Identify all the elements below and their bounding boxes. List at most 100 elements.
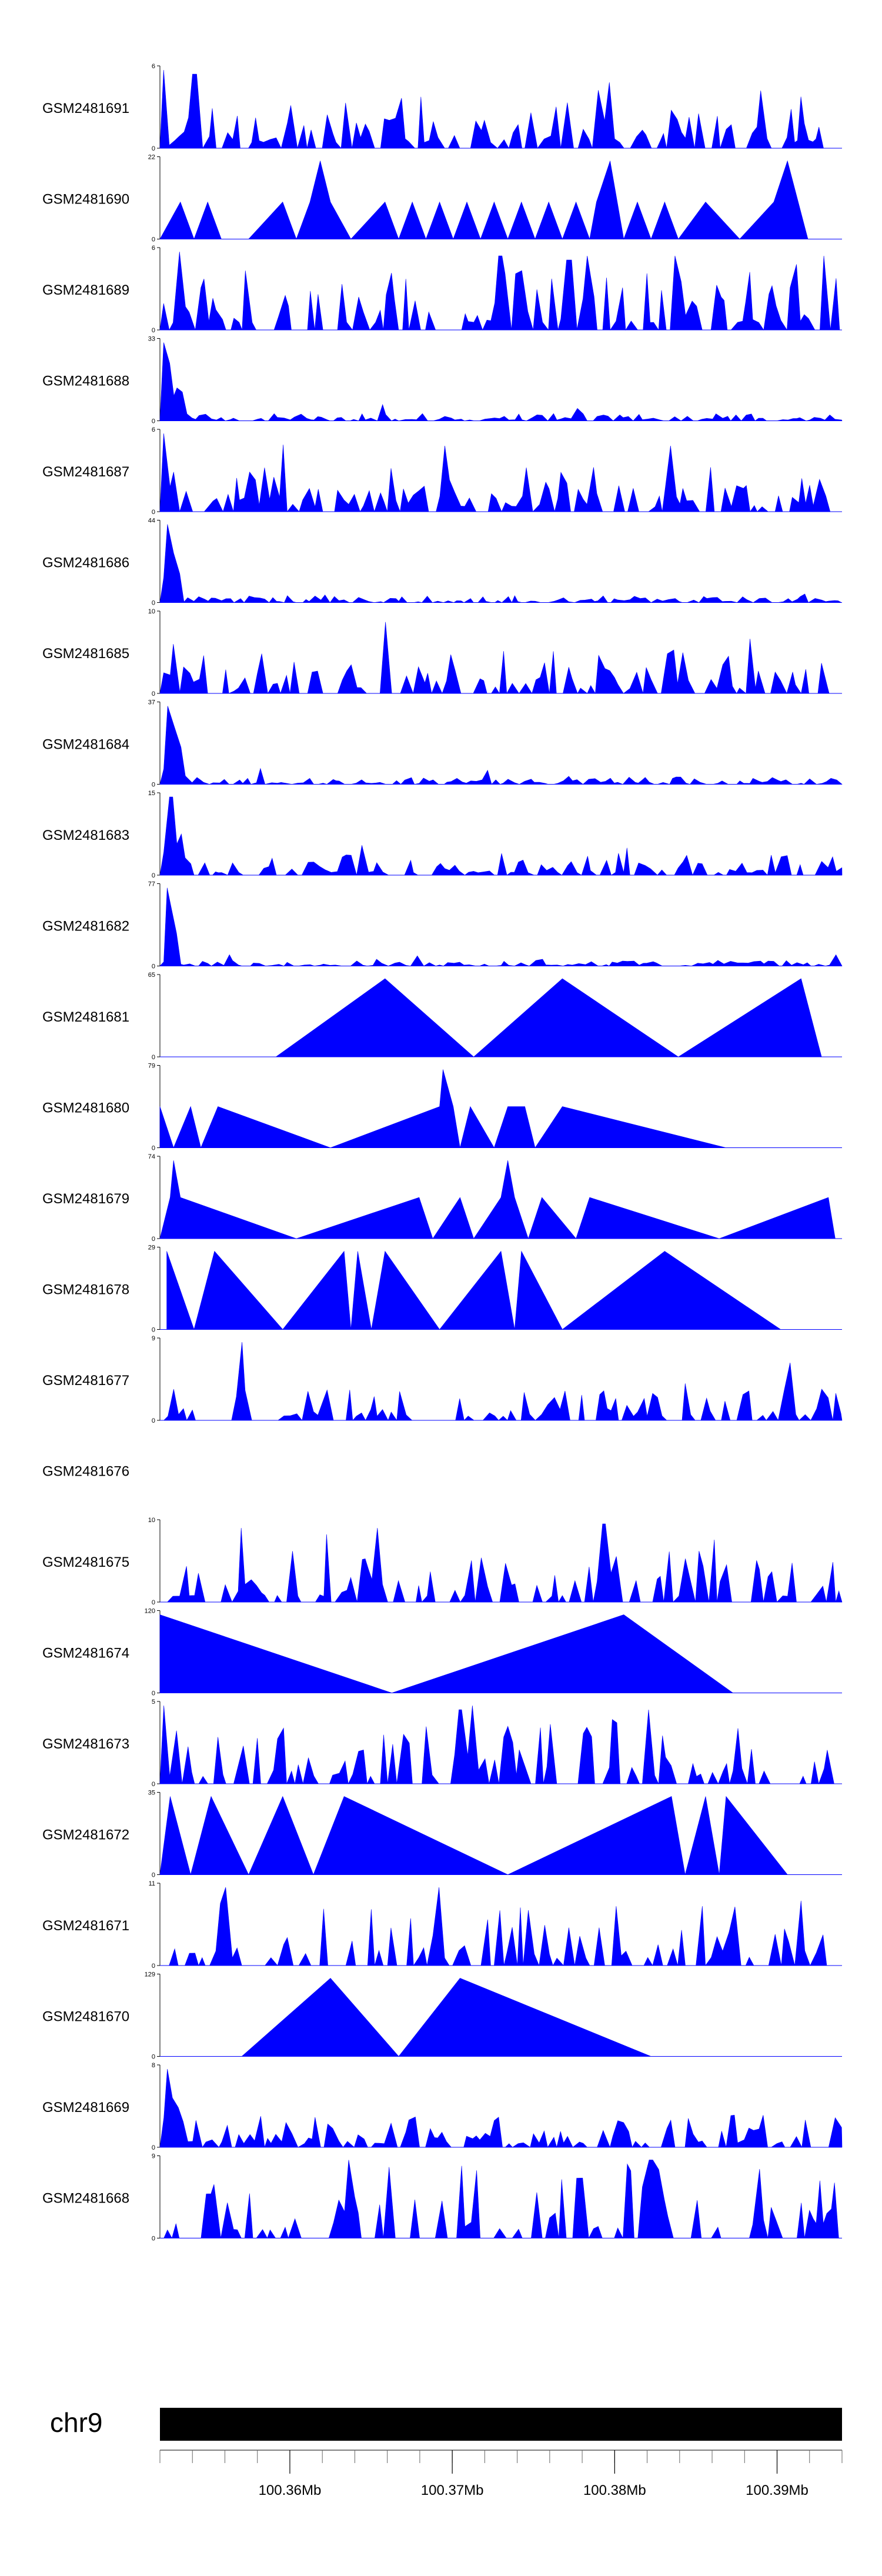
chromosome-bar	[160, 2408, 842, 2441]
track-signal	[159, 433, 842, 513]
track-ymax-label: 6	[152, 245, 155, 252]
track-ymax-label: 15	[148, 790, 155, 797]
track-label: GSM2481685	[42, 646, 129, 662]
track-signal	[159, 622, 842, 695]
x-tick-label: 100.37Mb	[421, 2482, 484, 2498]
track-GSM2481672: GSM2481672 35 0	[42, 1790, 842, 1879]
track-ymax-label: 29	[148, 1244, 155, 1252]
track-GSM2481689: GSM2481689 6 0	[42, 245, 842, 334]
track-signal	[159, 1796, 788, 1876]
track-label: GSM2481678	[42, 1282, 129, 1298]
track-signal	[241, 1978, 652, 2057]
track-label: GSM2481676	[42, 1464, 129, 1480]
track-label: GSM2481681	[42, 1009, 129, 1025]
track-ymin-label: 0	[152, 1145, 155, 1152]
track-GSM2481678: GSM2481678 29 0	[42, 1244, 842, 1334]
track-ymin-label: 0	[152, 872, 155, 879]
track-ymax-label: 33	[148, 336, 155, 343]
track-ymax-label: 10	[148, 1517, 155, 1524]
track-signal	[159, 1069, 726, 1149]
track-GSM2481674: GSM2481674 120 0	[42, 1608, 842, 1697]
track-signal	[159, 887, 843, 966]
track-signal	[159, 1614, 734, 1693]
track-signal	[159, 524, 842, 603]
track-label: GSM2481677	[42, 1373, 129, 1389]
x-tick-label: 100.36Mb	[259, 2482, 322, 2498]
track-ymax-label: 8	[152, 2062, 155, 2069]
track-ymin-label: 0	[152, 1963, 155, 1970]
track-ymax-label: 129	[145, 1971, 155, 1978]
track-ymin-label: 0	[152, 690, 155, 698]
track-GSM2481668: GSM2481668 9 0	[42, 2153, 842, 2243]
track-GSM2481688: GSM2481688 33 0	[42, 336, 843, 425]
track-ymin-label: 0	[152, 1872, 155, 1879]
track-GSM2481676: GSM2481676	[42, 1464, 129, 1480]
track-ymax-label: 79	[148, 1063, 155, 1070]
track-label: GSM2481668	[42, 2191, 129, 2207]
track-GSM2481691: GSM2481691 6 0	[42, 63, 842, 152]
track-ymin-label: 0	[152, 1054, 155, 1061]
track-GSM2481686: GSM2481686 44 0	[42, 518, 842, 607]
track-ymax-label: 10	[148, 608, 155, 615]
track-ymin-label: 0	[152, 1327, 155, 1334]
track-ymax-label: 6	[152, 63, 155, 70]
track-ymax-label: 9	[152, 1335, 155, 1342]
track-signal	[159, 342, 843, 421]
track-GSM2481673: GSM2481673 5 0	[42, 1699, 842, 1788]
track-ymin-label: 0	[152, 2054, 155, 2061]
track-signal	[160, 1342, 843, 1421]
track-ymin-label: 0	[152, 418, 155, 425]
track-GSM2481677: GSM2481677 9 0	[42, 1335, 843, 1424]
track-label: GSM2481691	[42, 101, 129, 116]
track-label: GSM2481679	[42, 1191, 129, 1207]
track-label: GSM2481673	[42, 1736, 129, 1752]
track-signal	[160, 1523, 843, 1603]
track-ymin-label: 0	[152, 2144, 155, 2151]
track-GSM2481683: GSM2481683 15 0	[42, 790, 843, 879]
track-GSM2481685: GSM2481685 10 0	[42, 608, 842, 698]
track-label: GSM2481680	[42, 1100, 129, 1116]
track-GSM2481690: GSM2481690 22 0	[42, 154, 842, 243]
track-GSM2481680: GSM2481680 79 0	[42, 1063, 842, 1152]
track-ymax-label: 35	[148, 1790, 155, 1797]
track-ymax-label: 65	[148, 972, 155, 979]
track-ymax-label: 77	[148, 881, 155, 888]
track-signal	[159, 160, 808, 240]
track-signal	[159, 69, 842, 149]
track-signal	[166, 1250, 781, 1330]
track-ymax-label: 37	[148, 699, 155, 706]
x-axis: 100.36Mb 100.37Mb 100.38Mb 100.39Mb	[159, 2450, 843, 2498]
track-label: GSM2481672	[42, 1827, 129, 1843]
track-ymax-label: 120	[145, 1608, 155, 1615]
track-ymin-label: 0	[152, 236, 155, 243]
track-label: GSM2481686	[42, 555, 129, 571]
track-signal	[159, 1160, 836, 1239]
track-signal	[159, 706, 843, 785]
track-ymin-label: 0	[152, 1690, 155, 1697]
track-ymin-label: 0	[152, 1236, 155, 1243]
track-ymin-label: 0	[152, 1417, 155, 1424]
track-GSM2481684: GSM2481684 37 0	[42, 699, 843, 789]
x-tick-label: 100.39Mb	[746, 2482, 808, 2498]
track-signal	[159, 1705, 842, 1785]
track-label: GSM2481684	[42, 737, 129, 753]
track-ymin-label: 0	[152, 145, 155, 152]
track-signal	[160, 1887, 842, 1967]
track-ymin-label: 0	[152, 963, 155, 970]
track-signal	[159, 251, 842, 331]
track-ymax-label: 44	[148, 518, 155, 525]
track-signal	[275, 978, 822, 1057]
track-ymin-label: 0	[152, 1781, 155, 1788]
track-ymin-label: 0	[152, 509, 155, 516]
x-tick-label: 100.38Mb	[583, 2482, 646, 2498]
track-label: GSM2481671	[42, 1918, 129, 1934]
track-ymin-label: 0	[152, 782, 155, 789]
chromosome-label: chr9	[50, 2407, 102, 2438]
track-GSM2481670: GSM2481670 129 0	[42, 1971, 842, 2061]
track-signal	[159, 796, 843, 876]
track-label: GSM2481675	[42, 1554, 129, 1570]
track-ymin-label: 0	[152, 1599, 155, 1606]
track-ymax-label: 22	[148, 154, 155, 161]
track-signal	[159, 2068, 843, 2148]
